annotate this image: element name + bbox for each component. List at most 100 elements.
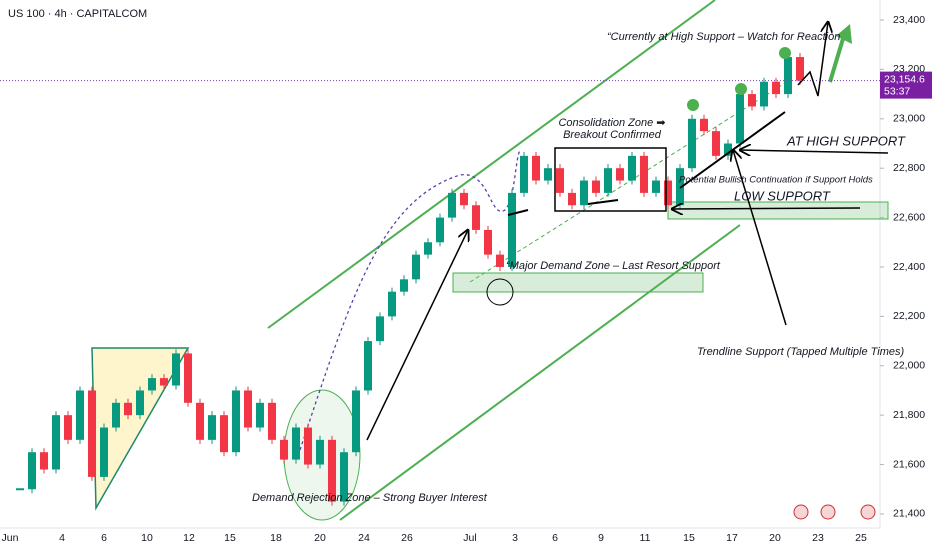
candle-body: [220, 415, 228, 453]
candle-body: [628, 155, 636, 181]
x-tick-label: 20: [769, 532, 781, 544]
candle-body: [412, 254, 420, 280]
candle-body: [328, 439, 336, 502]
x-tick-label: 25: [855, 532, 867, 544]
touch-point: [687, 99, 699, 111]
zigzag-arrow: [797, 22, 828, 97]
candle-body: [64, 415, 72, 440]
candle-body: [244, 390, 252, 428]
x-tick-label: Jul: [463, 532, 476, 544]
candle-body: [676, 168, 684, 206]
candle-body: [52, 415, 60, 470]
candle-body: [124, 402, 132, 416]
x-tick-label: 6: [101, 532, 107, 544]
candle-body: [436, 217, 444, 243]
candle-body: [40, 452, 48, 470]
last-price-box: [880, 71, 932, 99]
last-price-label: 23,154.6: [884, 73, 925, 85]
x-tick-label: 23: [812, 532, 824, 544]
green-arrow: [828, 31, 847, 83]
green-arrowhead: [836, 24, 852, 44]
annotation: Consolidation Zone ➡: [558, 117, 665, 129]
candle-body: [772, 81, 780, 95]
candle-body: [652, 180, 660, 193]
arrow: [366, 230, 468, 441]
x-tick-label: 15: [224, 532, 236, 544]
candle-body: [424, 242, 432, 255]
candle-body: [712, 131, 720, 156]
candle-body: [76, 390, 84, 440]
y-tick-label: 21,800: [893, 409, 925, 421]
channel-lower: [339, 224, 741, 521]
y-tick-label: 22,200: [893, 310, 925, 322]
candle-body: [196, 402, 204, 440]
annotation: AT HIGH SUPPORT: [786, 133, 906, 148]
candle-body: [172, 353, 180, 386]
axes: 21,400 21,600 21,800 22,000 22,200 22,400 22,6…: [0, 14, 932, 544]
candle-body: [496, 254, 504, 267]
candle-body: [88, 390, 96, 477]
annotations-front: US 100 · 4h · CAPITALCOM “Currently at H…: [8, 8, 906, 520]
x-tick-label: 15: [683, 532, 695, 544]
candle-body: [520, 155, 528, 193]
candle-body: [556, 168, 564, 193]
candle-body: [604, 168, 612, 193]
candle-body: [484, 229, 492, 255]
annotation: Demand Rejection Zone – Strong Buyer Int…: [252, 492, 488, 504]
arrow: [733, 150, 787, 326]
event-icon: [860, 504, 876, 520]
candle-body: [136, 390, 144, 416]
candle-body: [544, 168, 552, 181]
candle-body: [208, 415, 216, 440]
chart-title: US 100 · 4h · CAPITALCOM: [8, 8, 147, 20]
candle-body: [232, 390, 240, 453]
x-tick-label: 12: [183, 532, 195, 544]
y-tick-label: 22,000: [893, 360, 925, 372]
candle-body: [160, 378, 168, 386]
x-tick-label: 24: [358, 532, 370, 544]
candle-body: [784, 57, 792, 95]
event-icon: [793, 504, 809, 520]
candle-body: [796, 57, 804, 81]
arrow: [672, 208, 861, 209]
candle-body: [364, 341, 372, 391]
candle-body: [28, 452, 36, 490]
candle-body: [508, 192, 516, 267]
x-tick-label: 18: [270, 532, 282, 544]
y-tick-label: 22,800: [893, 162, 925, 174]
x-tick-label: 6: [552, 532, 558, 544]
touch-point: [779, 47, 791, 59]
candle-body: [472, 205, 480, 230]
annotations-back: [91, 0, 889, 521]
candle-body: [16, 488, 24, 491]
candle-body: [292, 427, 300, 460]
x-tick-label: 17: [726, 532, 738, 544]
candle-body: [580, 180, 588, 206]
arrow: [740, 150, 889, 153]
annotation: Potential Bullish Continuation if Suppor…: [679, 175, 873, 186]
candle-body: [268, 402, 276, 440]
candle-body: [316, 439, 324, 465]
annotation: “Major Demand Zone – Last Resort Support: [506, 260, 721, 272]
demand-marker: [486, 278, 514, 306]
x-tick-label: 11: [640, 532, 651, 544]
annotation: LOW SUPPORT: [734, 188, 831, 203]
candle-body: [688, 118, 696, 169]
candle-body: [700, 118, 708, 132]
touch-point: [735, 83, 747, 95]
candles: [16, 53, 804, 506]
major-demand-zone: [452, 272, 704, 293]
candle-body: [460, 192, 468, 206]
x-tick-label: 20: [314, 532, 326, 544]
candle-body: [280, 439, 288, 460]
trendline: [507, 209, 529, 216]
candle-body: [664, 180, 672, 206]
y-tick-label: 21,400: [893, 508, 925, 520]
candle-body: [748, 94, 756, 107]
candle-body: [568, 192, 576, 206]
candle-body: [376, 316, 384, 342]
annotation: Breakout Confirmed: [563, 129, 662, 141]
candle-body: [616, 168, 624, 181]
candle-body: [532, 155, 540, 181]
